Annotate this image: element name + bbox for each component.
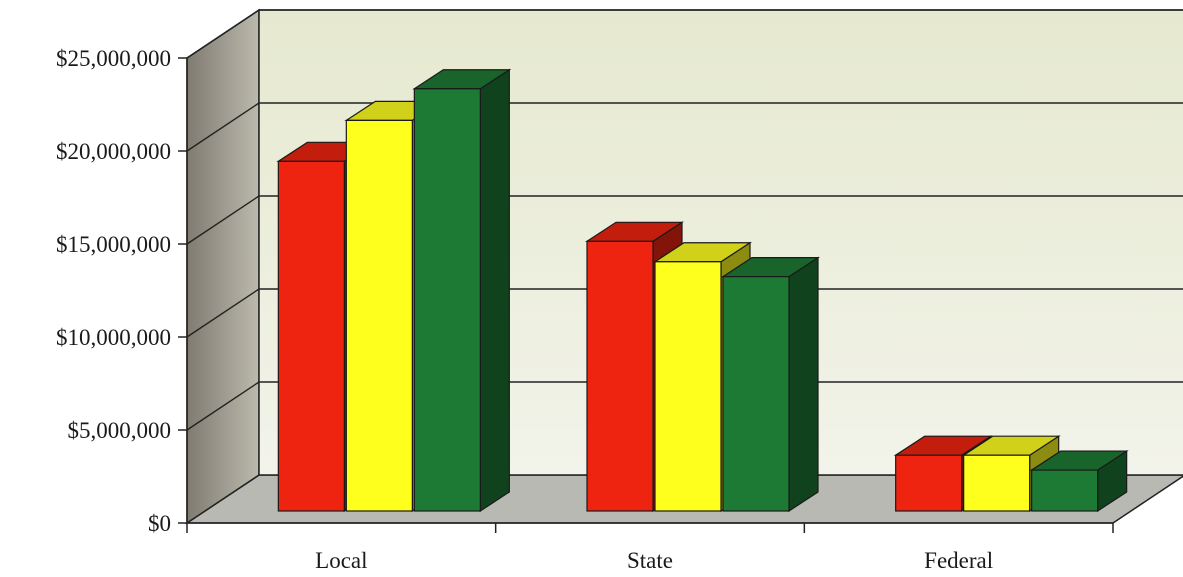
axes [186,58,1114,533]
bar-front [277,160,345,512]
gridline [186,102,1183,152]
bar-side [479,68,510,513]
x-axis-labels: Local State Federal [315,548,993,573]
gridline [186,288,1183,338]
y-axis-ticks: $0 $5,000,000 $10,000,000 $15,000,000 $20,00… [56,46,187,536]
chart-side-wall [186,8,260,525]
bar-front [586,240,654,512]
bar-front [654,261,722,512]
gridline [186,9,1183,59]
bar [720,256,821,513]
bar-front [345,119,413,512]
y-tick-label: $25,000,000 [56,46,171,71]
bars [276,68,1129,513]
y-tick-label: $5,000,000 [68,418,172,443]
bar-front [1031,469,1099,512]
bar-front [895,454,963,512]
bar-front [963,454,1031,512]
gridline [186,195,1183,245]
x-tick-label: State [627,548,673,573]
x-tick-label: Local [315,548,367,573]
gridlines [186,9,1183,431]
bar-front [413,88,481,512]
y-tick-label: $20,000,000 [56,139,171,164]
y-tick-label: $0 [148,511,171,536]
y-tick-label: $10,000,000 [56,325,171,350]
x-tick-label: Federal [924,548,993,573]
bar [412,68,512,513]
bar-front [722,276,790,512]
bar-side [788,256,819,513]
gridline [186,381,1183,431]
y-tick-label: $15,000,000 [56,232,171,257]
bar [1029,449,1129,513]
